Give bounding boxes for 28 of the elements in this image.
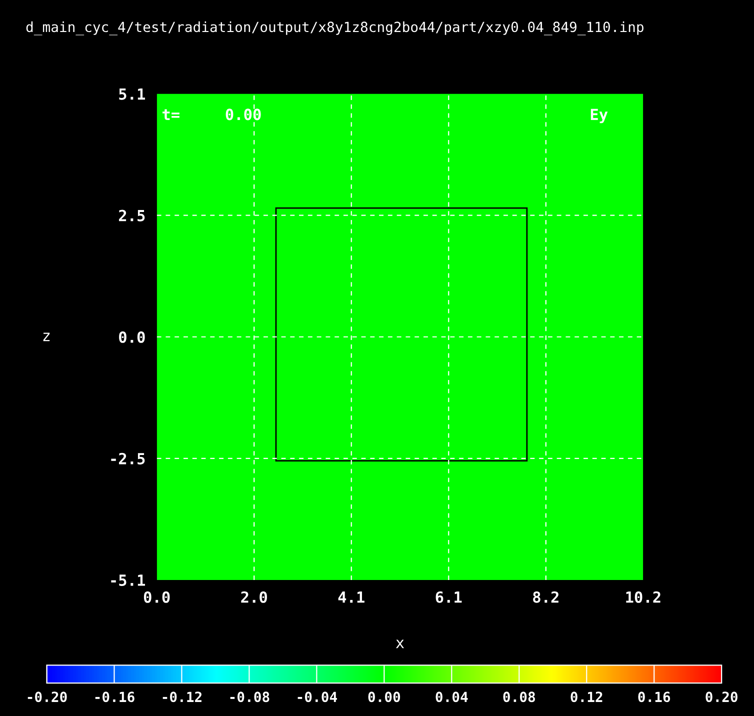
color-bar-label: 0.04 [436, 692, 468, 702]
x-tick-label: 0.0 [144, 591, 170, 603]
color-bar-label: -0.20 [28, 692, 67, 702]
x-tick-label: 4.1 [338, 592, 364, 603]
x-tick-label: 10.2 [626, 591, 660, 603]
color-bar-label: -0.12 [162, 692, 202, 702]
color-bar-label: -0.04 [298, 692, 337, 702]
annotation: 0.00 [226, 108, 261, 120]
color-bar-label: -0.08 [230, 692, 270, 702]
y-axis-title: z [43, 332, 50, 342]
color-bar-label: 0.16 [638, 692, 670, 702]
x-axis-title: x [396, 640, 404, 648]
color-bar-label: 0.20 [706, 692, 738, 702]
chart-title: d_main_cyc_4/test/radiation/output/x8y1z8cng2bo44/part/xzy0.04_849_110.inp [26, 21, 644, 36]
color-bar-label: -0.16 [95, 692, 134, 702]
color-bar-label: 0.12 [570, 692, 602, 702]
x-tick-label: 2.0 [241, 591, 267, 603]
x-tick-label: 6.1 [436, 591, 462, 603]
y-tick-label: -5.1 [111, 574, 145, 586]
y-tick-label: -2.5 [111, 452, 145, 464]
y-tick-label: 5.1 [119, 88, 145, 100]
annotation: Ey [590, 108, 608, 124]
x-tick-label: 8.2 [533, 591, 558, 603]
y-tick-label: 2.5 [118, 210, 145, 222]
annotation: t= [162, 109, 180, 120]
color-bar-label: 0.00 [368, 692, 400, 702]
y-tick-label: 0.0 [119, 331, 145, 343]
color-bar-label: 0.08 [503, 692, 535, 702]
